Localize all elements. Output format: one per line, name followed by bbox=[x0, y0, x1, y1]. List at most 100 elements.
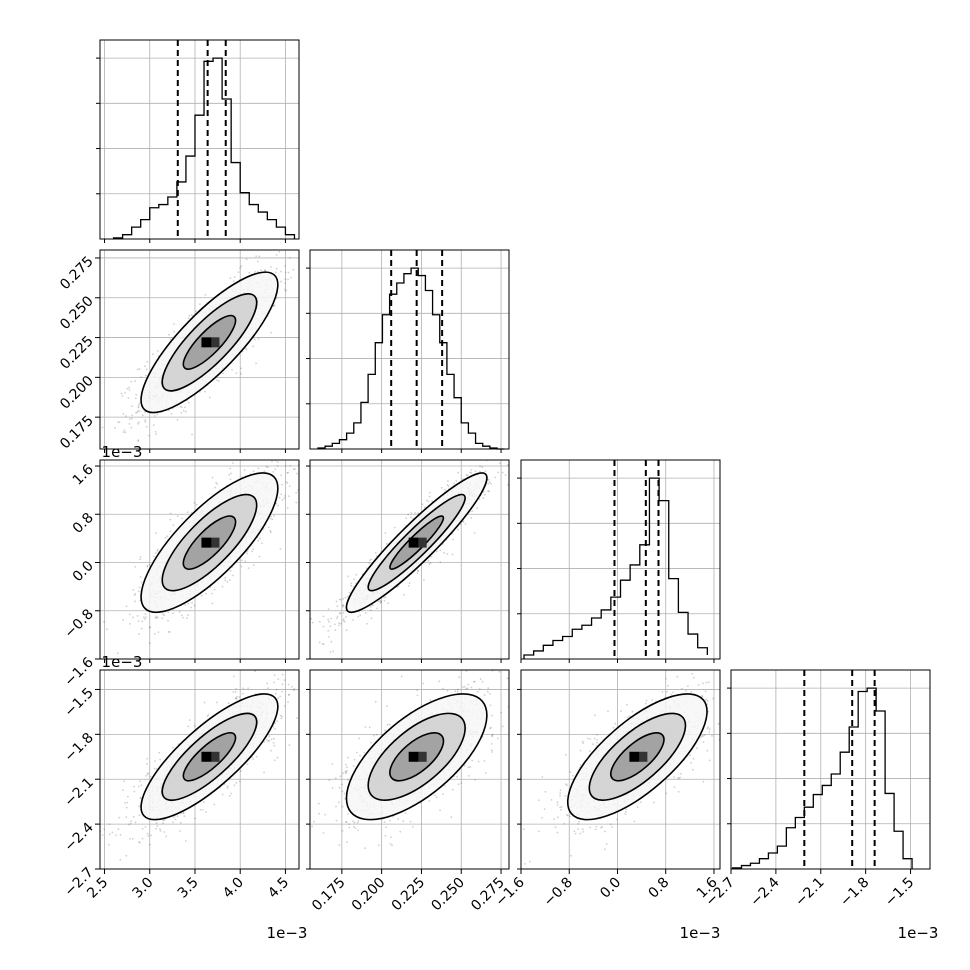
scatter-point bbox=[141, 414, 144, 416]
scatter-point bbox=[118, 816, 121, 819]
scatter-point bbox=[106, 628, 108, 631]
scatter-point bbox=[141, 827, 144, 830]
scatter-point bbox=[476, 507, 479, 510]
scatter-point bbox=[137, 440, 139, 443]
scatter-point bbox=[246, 552, 248, 555]
scatter-point bbox=[429, 562, 432, 564]
scatter-point bbox=[107, 843, 110, 846]
scatter-point bbox=[137, 410, 139, 412]
scatter-point bbox=[369, 559, 371, 562]
scatter-point bbox=[428, 491, 431, 494]
scatter-point bbox=[488, 481, 491, 484]
scatter-point bbox=[128, 423, 131, 425]
scatter-point bbox=[245, 258, 248, 261]
scatter-point bbox=[204, 592, 207, 595]
scatter-point bbox=[193, 501, 196, 504]
scatter-point bbox=[145, 425, 148, 428]
scatter-point bbox=[173, 330, 176, 333]
scatter-point bbox=[137, 405, 140, 408]
scatter-point bbox=[479, 465, 481, 468]
scatter-point bbox=[357, 615, 360, 618]
scatter-point bbox=[224, 576, 227, 579]
scatter-point bbox=[153, 767, 156, 770]
scatter-point bbox=[447, 480, 449, 483]
scatter-point bbox=[152, 424, 155, 426]
scatter-point bbox=[172, 821, 174, 824]
scatter-point bbox=[255, 255, 258, 257]
scatter-point bbox=[118, 421, 121, 424]
scatter-point bbox=[417, 570, 419, 572]
scatter-point bbox=[155, 433, 157, 435]
scatter-point bbox=[101, 834, 104, 836]
scatter-point bbox=[284, 265, 286, 267]
scatter-panel-1-0 bbox=[99, 249, 300, 450]
scatter-point bbox=[252, 345, 255, 348]
scatter-point bbox=[211, 476, 214, 479]
scatter-point bbox=[286, 507, 289, 510]
scatter-point bbox=[139, 556, 142, 558]
scatter-point bbox=[182, 616, 184, 619]
scatter-point bbox=[139, 780, 142, 783]
scatter-panel-3-0 bbox=[99, 669, 300, 870]
scatter-point bbox=[336, 605, 339, 608]
histogram-step bbox=[317, 267, 505, 450]
scatter-point bbox=[327, 636, 330, 638]
scatter-point bbox=[134, 592, 137, 595]
scatter-point bbox=[335, 617, 338, 620]
scatter-point bbox=[137, 421, 140, 424]
scatter-point bbox=[247, 687, 250, 690]
scatter-point bbox=[138, 368, 141, 370]
scatter-point bbox=[149, 626, 152, 628]
scatter-point bbox=[334, 623, 336, 626]
scatter-point bbox=[428, 495, 431, 498]
scatter-point bbox=[273, 759, 276, 762]
scatter-point bbox=[417, 512, 420, 515]
scatter-point bbox=[336, 615, 339, 618]
scatter-point bbox=[138, 633, 141, 635]
scatter-point bbox=[136, 411, 139, 414]
scatter-point bbox=[201, 594, 203, 597]
scatter-point bbox=[148, 843, 151, 846]
scatter-point bbox=[252, 564, 255, 566]
scatter-point bbox=[144, 826, 147, 828]
scatter-point bbox=[123, 780, 126, 783]
scatter-point bbox=[146, 757, 149, 760]
histogram-panel-2 bbox=[517, 459, 721, 660]
scatter-point bbox=[146, 762, 148, 765]
scatter-point bbox=[221, 585, 224, 588]
scatter-point bbox=[278, 496, 281, 499]
scatter-point bbox=[446, 484, 449, 486]
scatter-point bbox=[423, 579, 425, 581]
scatter-point bbox=[146, 360, 149, 363]
scatter-point bbox=[133, 594, 136, 597]
scatter-point bbox=[157, 631, 160, 633]
scatter-point bbox=[368, 562, 371, 565]
scatter-point bbox=[275, 267, 278, 270]
scatter-point bbox=[180, 411, 183, 414]
scatter-point bbox=[257, 539, 260, 542]
scatter-point bbox=[239, 770, 242, 772]
scatter-point bbox=[186, 617, 188, 620]
scatter-point bbox=[447, 485, 450, 488]
scatter-point bbox=[439, 561, 442, 563]
scatter-point bbox=[144, 374, 147, 377]
scatter-point bbox=[281, 683, 284, 686]
scatter-point bbox=[279, 548, 282, 550]
scatter-point bbox=[169, 512, 172, 515]
scatter-point bbox=[143, 616, 145, 619]
scatter-point bbox=[266, 682, 268, 685]
scatter-point bbox=[213, 588, 216, 591]
scatter-point bbox=[137, 422, 140, 425]
scatter-point bbox=[339, 612, 341, 615]
scatter-point bbox=[228, 579, 231, 581]
scatter-point bbox=[144, 419, 147, 421]
scatter-point bbox=[269, 517, 272, 520]
scatter-point bbox=[237, 271, 240, 273]
scatter-point bbox=[203, 801, 205, 803]
scatter-point bbox=[408, 582, 411, 585]
scatter-point bbox=[471, 510, 474, 513]
scatter-point bbox=[501, 471, 504, 474]
scatter-point bbox=[338, 622, 340, 624]
scatter-point bbox=[327, 608, 330, 610]
